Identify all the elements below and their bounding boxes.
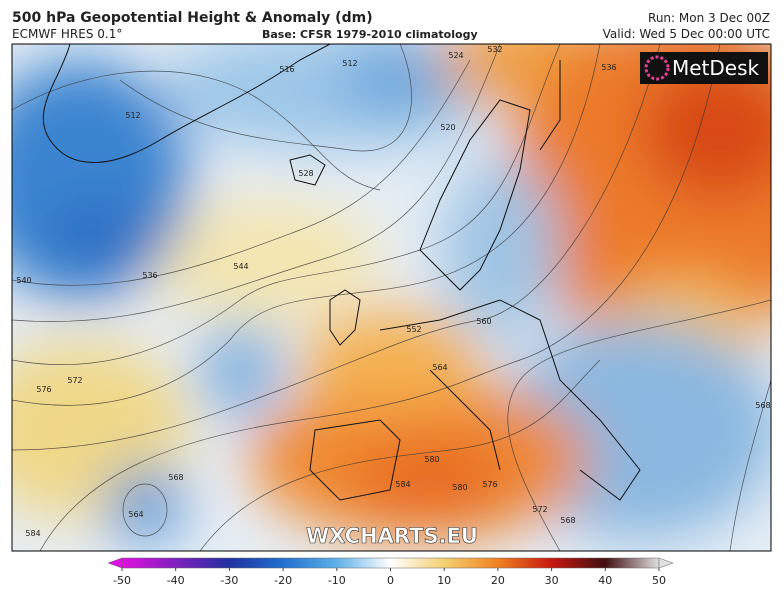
colorbar-tick-label: 40	[598, 574, 612, 587]
contour-label: 568	[560, 516, 575, 525]
contour-label: 576	[36, 385, 51, 394]
colorbar-tick-label: 0	[387, 574, 394, 587]
logo: MetDesk	[672, 56, 760, 80]
title: 500 hPa Geopotential Height & Anomaly (d…	[12, 10, 373, 26]
map	[12, 44, 771, 551]
contour-label: 536	[601, 63, 616, 72]
colorbar-tick-label: -20	[274, 574, 292, 587]
contour-label: 584	[395, 480, 410, 489]
contour-label: 564	[128, 510, 143, 519]
contour-label: 544	[233, 262, 248, 271]
contour-label: 520	[440, 123, 455, 132]
contour-label: 572	[67, 376, 82, 385]
contour-label: 572	[532, 505, 547, 514]
contour-label: 532	[487, 45, 502, 54]
valid: Valid: Wed 5 Dec 00:00 UTC	[603, 27, 770, 41]
contour-label: 512	[342, 59, 357, 68]
contour-label: 516	[279, 65, 294, 74]
contour-label: 584	[25, 529, 40, 538]
colorbar-tick-label: 20	[491, 574, 505, 587]
contour-label: 560	[476, 317, 491, 326]
contour-label: 528	[298, 169, 313, 178]
colorbar-tick-label: -10	[328, 574, 346, 587]
contour-label: 564	[432, 363, 447, 372]
watermark: WXCHARTS.EU	[306, 524, 478, 548]
colorbar-tick-label: -40	[167, 574, 185, 587]
logo-icon	[644, 55, 670, 81]
map-frame	[11, 43, 772, 552]
contour-label: 536	[142, 271, 157, 280]
colorbar-tick-label: 50	[652, 574, 666, 587]
base: Base: CFSR 1979-2010 climatology	[262, 28, 478, 41]
colorbar-tick-label: 30	[545, 574, 559, 587]
colorbar-tick-label: -50	[113, 574, 131, 587]
contour-label: 580	[424, 455, 439, 464]
colorbar: -50 -40 -30 -20 -10 0 10 20 30 40 50	[107, 557, 674, 587]
colorbar-tick-label: -30	[220, 574, 238, 587]
colorbar-tick-label: 10	[437, 574, 451, 587]
contour-label: 568	[755, 401, 770, 410]
run: Run: Mon 3 Dec 00Z	[648, 11, 770, 25]
contour-labels: 512 516 512 524 532 536 520 528 540 536 544 552 560 5…	[16, 45, 770, 538]
contour-label: 524	[448, 51, 463, 60]
contour-label: 568	[168, 473, 183, 482]
contour-label: 552	[406, 325, 421, 334]
contour-label: 540	[16, 276, 31, 285]
contour-label: 512	[125, 111, 140, 120]
model: ECMWF HRES 0.1°	[12, 27, 122, 41]
contour-label: 576	[482, 480, 497, 489]
contour-label: 580	[452, 483, 467, 492]
